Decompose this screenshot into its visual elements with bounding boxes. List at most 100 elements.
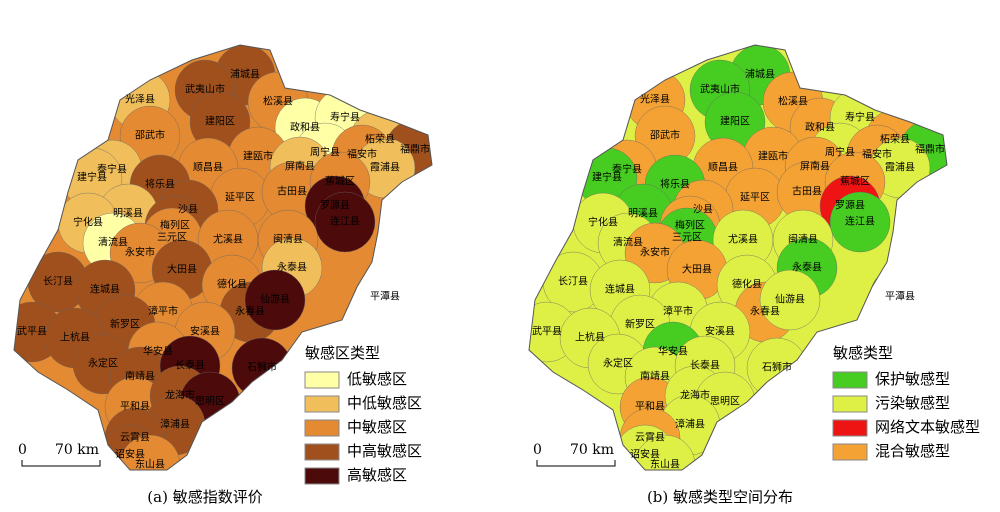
- county-label: 尤溪县: [728, 233, 758, 246]
- county-label: 闽清县: [788, 233, 818, 246]
- county-label: 周宁县: [825, 146, 855, 159]
- legend-swatch: [304, 467, 340, 485]
- county-label: 永定区: [603, 357, 633, 370]
- county-label: 诏安县: [115, 448, 145, 461]
- county-label: 梅列区: [160, 219, 190, 232]
- county-label: 将乐县: [145, 179, 175, 191]
- county-label: 松溪县: [778, 95, 808, 108]
- county-label: 永安市: [640, 246, 670, 259]
- county-label: 建阳区: [205, 115, 235, 128]
- county-label: 福安市: [862, 148, 892, 161]
- county-label: 武平县: [17, 325, 47, 338]
- county-label: 松溪县: [263, 95, 293, 108]
- province-outline: [528, 44, 948, 471]
- county-label: 石狮市: [762, 361, 792, 374]
- county-label: 三元区: [672, 232, 702, 244]
- county-label: 永春县: [235, 305, 265, 318]
- legend-swatch: [832, 419, 868, 437]
- county-label: 明溪县: [113, 208, 143, 220]
- county-label: 福鼎市: [400, 143, 430, 156]
- legend-swatch: [304, 419, 340, 437]
- legend-swatch: [832, 443, 868, 461]
- county-label: 建瓯市: [243, 150, 273, 163]
- county-label: 华安县: [143, 345, 173, 358]
- legend-label: 中高敏感区: [347, 442, 422, 460]
- legend-label: 高敏感区: [347, 466, 407, 484]
- county-label: 宁化县: [73, 216, 103, 229]
- county-label: 沙县: [178, 204, 198, 216]
- legend-title: 敏感类型: [833, 344, 893, 362]
- legend-label: 网络文本敏感型: [875, 418, 980, 436]
- county-label: 永春县: [750, 305, 780, 318]
- legend-swatch: [832, 371, 868, 389]
- scale-zero: 0: [18, 442, 27, 458]
- county-label: 福鼎市: [915, 143, 945, 156]
- county-label: 周宁县: [310, 146, 340, 159]
- county-label: 德化县: [732, 278, 762, 291]
- county-label: 屏南县: [285, 160, 315, 173]
- county-label: 邵武市: [650, 129, 680, 142]
- county-label: 古田县: [792, 185, 822, 198]
- county-label: 罗源县: [320, 199, 350, 212]
- county-label: 上杭县: [575, 331, 605, 344]
- county-label: 东山县: [135, 458, 165, 471]
- county-label: 古田县: [277, 185, 307, 198]
- legend-label: 保护敏感型: [875, 370, 950, 388]
- county-label: 光泽县: [125, 93, 155, 106]
- county-label: 连城县: [605, 283, 635, 296]
- county-label: 顺昌县: [708, 162, 738, 174]
- county-label: 思明区: [195, 396, 225, 408]
- legend-label: 中低敏感区: [347, 394, 422, 412]
- county-label: 漳平市: [663, 305, 693, 318]
- county-label: 明溪县: [628, 208, 658, 220]
- county-label: 泰宁县: [612, 163, 642, 176]
- panel-caption: (b) 敏感类型空间分布: [647, 488, 793, 506]
- county-region: [759, 269, 821, 331]
- county-label: 寿宁县: [845, 111, 875, 124]
- county-label: 建瓯市: [758, 150, 788, 163]
- county-label: 罗源县: [835, 199, 865, 212]
- county-label: 霞浦县: [370, 161, 400, 174]
- county-label: 泰宁县: [97, 163, 127, 176]
- legend-label: 混合敏感型: [875, 442, 950, 460]
- county-label: 新罗区: [110, 318, 140, 331]
- county-label: 建阳区: [720, 115, 750, 128]
- county-label: 南靖县: [125, 370, 155, 383]
- county-label: 长汀县: [43, 276, 73, 288]
- legend-swatch: [304, 371, 340, 389]
- county-label: 平潭县: [885, 291, 915, 303]
- county-label: 永定区: [88, 357, 118, 370]
- county-label: 延平区: [225, 192, 255, 204]
- county-label: 华安县: [658, 345, 688, 358]
- county-label: 漳平市: [148, 305, 178, 318]
- county-label: 武夷山市: [700, 83, 740, 96]
- county-label: 光泽县: [640, 93, 670, 106]
- county-label: 梅列区: [675, 219, 705, 232]
- county-label: 漳浦县: [675, 418, 705, 431]
- legend-label: 污染敏感型: [875, 394, 950, 412]
- county-label: 平和县: [635, 401, 665, 413]
- county-label: 邵武市: [135, 129, 165, 142]
- county-label: 延平区: [740, 192, 770, 204]
- county-label: 宁化县: [588, 216, 618, 229]
- county-label: 柘荣县: [365, 133, 395, 146]
- county-label: 浦城县: [745, 68, 775, 81]
- county-label: 浦城县: [230, 68, 260, 81]
- county-label: 连城县: [90, 283, 120, 296]
- county-label: 上杭县: [60, 331, 90, 344]
- county-label: 沙县: [693, 204, 713, 216]
- county-label: 蕉城区: [840, 176, 870, 188]
- scale-zero: 0: [533, 442, 542, 458]
- county-label: 石狮市: [247, 361, 277, 374]
- county-label: 将乐县: [660, 179, 690, 191]
- regions: [14, 45, 432, 470]
- county-label: 仙游县: [260, 293, 290, 306]
- legend-swatch: [304, 395, 340, 413]
- county-label: 建宁县: [592, 171, 622, 184]
- legend-swatch: [304, 443, 340, 461]
- county-label: 武夷山市: [185, 83, 225, 96]
- county-label: 漳浦县: [160, 418, 190, 431]
